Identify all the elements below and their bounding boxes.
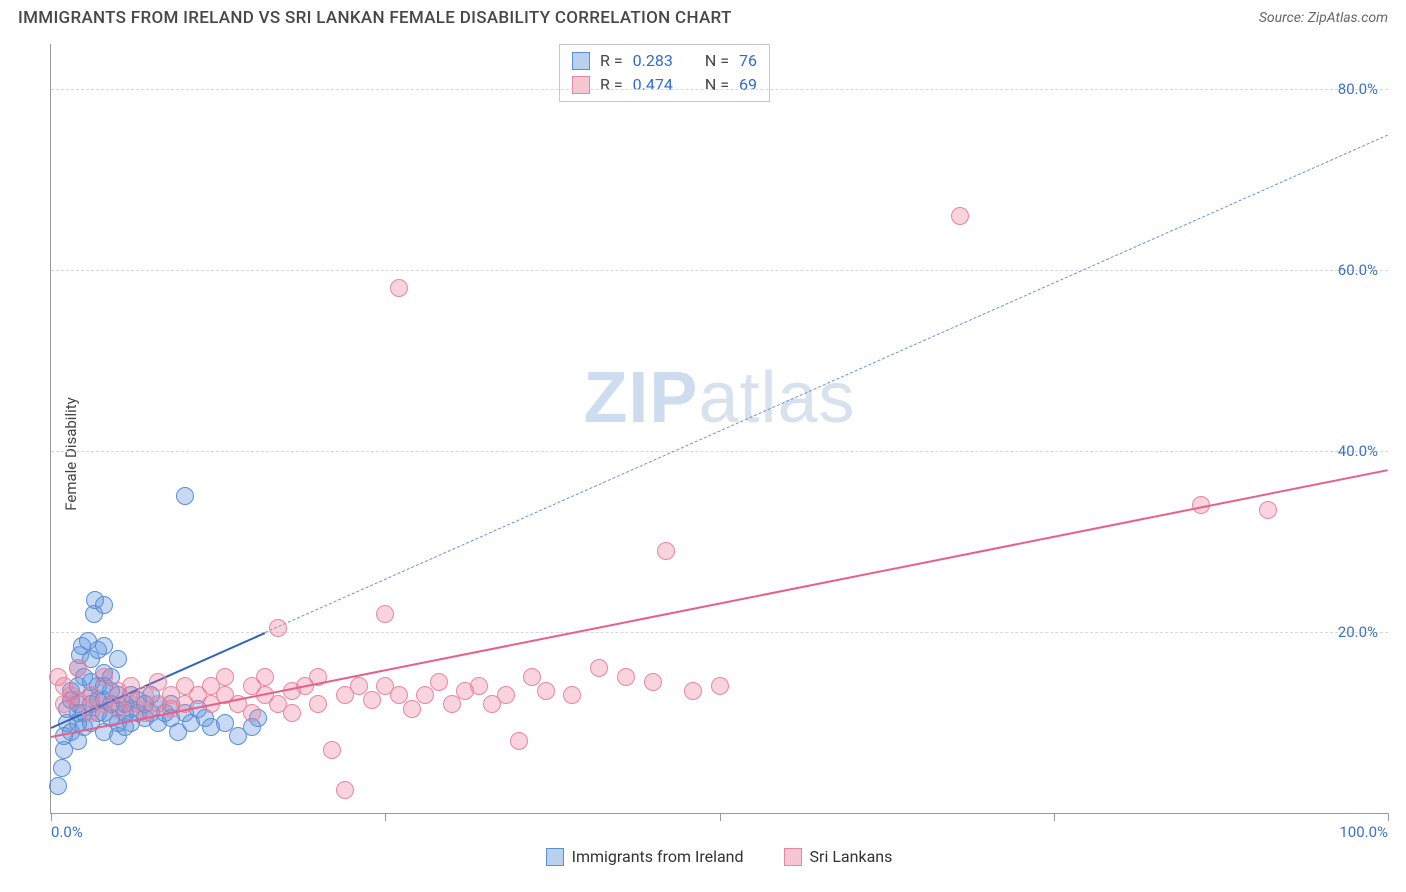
y-tick-label: 40.0% — [1338, 442, 1378, 460]
data-point — [443, 695, 461, 713]
data-point — [256, 668, 274, 686]
stat-n-key: N = — [705, 73, 729, 97]
data-point — [470, 677, 488, 695]
data-point — [49, 777, 67, 795]
legend-item: Sri Lankans — [784, 847, 893, 866]
stat-r-value: 0.283 — [633, 49, 673, 73]
watermark-light: atlas — [698, 358, 855, 438]
stat-r-key: R = — [600, 73, 623, 97]
watermark-bold: ZIP — [583, 358, 698, 438]
stat-n-key: N = — [705, 49, 729, 73]
x-tick-label: 0.0% — [51, 823, 83, 841]
series-swatch — [784, 848, 802, 866]
stat-row: R = 0.283 N = 76 — [572, 49, 757, 73]
data-point — [95, 596, 113, 614]
data-point — [390, 279, 408, 297]
series-swatch — [546, 848, 564, 866]
chart-wrap: Female Disability ZIPatlas R =0.283N =76… — [0, 34, 1406, 874]
data-point — [951, 207, 969, 225]
x-tick — [51, 813, 52, 821]
gridline — [51, 270, 1388, 271]
data-point — [176, 487, 194, 505]
data-point — [243, 704, 261, 722]
data-point — [430, 673, 448, 691]
gridline — [51, 632, 1388, 633]
data-point — [336, 781, 354, 799]
data-point — [109, 650, 127, 668]
data-point — [711, 677, 729, 695]
y-tick-label: 80.0% — [1338, 80, 1378, 98]
data-point — [657, 542, 675, 560]
stat-n-value: 76 — [739, 49, 757, 73]
data-point — [590, 659, 608, 677]
trend-line — [265, 135, 1388, 633]
plot-area: ZIPatlas R = 0.283 N = 76 R = 0.474 N = 69 20.0… — [50, 44, 1388, 814]
x-tick — [1054, 813, 1055, 821]
data-point — [53, 759, 71, 777]
data-point — [309, 695, 327, 713]
stat-r-key: R = — [600, 49, 623, 73]
data-point — [644, 673, 662, 691]
data-point — [283, 704, 301, 722]
data-point — [684, 682, 702, 700]
correlation-stat-box: R = 0.283 N = 76 R = 0.474 N = 69 — [559, 44, 770, 102]
gridline — [51, 451, 1388, 452]
chart-title: IMMIGRANTS FROM IRELAND VS SRI LANKAN FE… — [18, 8, 732, 28]
legend-label: Immigrants from Ireland — [572, 847, 744, 866]
chart-source: Source: ZipAtlas.com — [1259, 10, 1388, 26]
watermark: ZIPatlas — [583, 357, 855, 439]
gridline — [51, 89, 1388, 90]
x-tick — [385, 813, 386, 821]
stat-row: R = 0.474 N = 69 — [572, 73, 757, 97]
stat-n-value: 69 — [739, 73, 757, 97]
trend-line — [51, 469, 1388, 738]
x-tick — [1388, 813, 1389, 821]
data-point — [323, 741, 341, 759]
data-point — [269, 619, 287, 637]
series-legend: Immigrants from Ireland Sri Lankans — [50, 847, 1388, 866]
series-swatch — [572, 52, 590, 70]
data-point — [497, 686, 515, 704]
y-tick-label: 60.0% — [1338, 261, 1378, 279]
x-tick — [720, 813, 721, 821]
data-point — [216, 668, 234, 686]
data-point — [403, 700, 421, 718]
stat-r-value: 0.474 — [633, 73, 673, 97]
data-point — [1259, 501, 1277, 519]
data-point — [363, 691, 381, 709]
data-point — [537, 682, 555, 700]
data-point — [563, 686, 581, 704]
legend-item: Immigrants from Ireland — [546, 847, 744, 866]
data-point — [617, 668, 635, 686]
x-tick-label: 100.0% — [1339, 823, 1388, 841]
legend-label: Sri Lankans — [810, 847, 893, 866]
data-point — [376, 605, 394, 623]
y-tick-label: 20.0% — [1338, 623, 1378, 641]
data-point — [416, 686, 434, 704]
data-point — [510, 732, 528, 750]
data-point — [69, 659, 87, 677]
chart-header: IMMIGRANTS FROM IRELAND VS SRI LANKAN FE… — [0, 0, 1406, 34]
series-swatch — [572, 76, 590, 94]
